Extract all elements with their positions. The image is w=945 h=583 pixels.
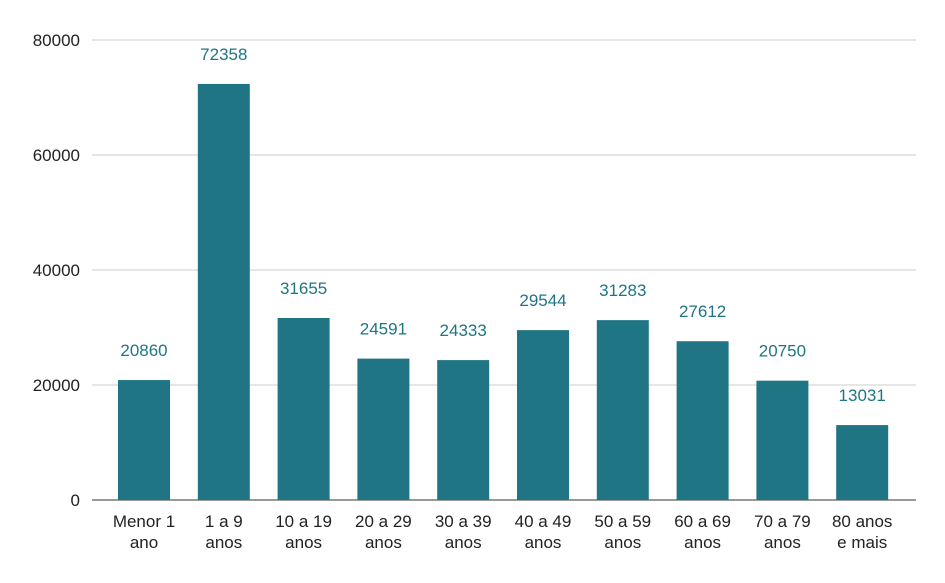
x-tick-label: 50 a 59 anos <box>594 512 651 552</box>
bar <box>197 83 250 500</box>
bar <box>517 330 569 500</box>
bar <box>756 380 809 500</box>
bar <box>357 358 410 500</box>
bar <box>836 425 889 500</box>
bar <box>437 360 490 500</box>
data-label: 27612 <box>679 302 726 321</box>
y-axis: 0 20000 40000 60000 80000 <box>33 31 80 510</box>
x-tick-label: 80 anos e mais <box>832 512 893 552</box>
data-label: 20860 <box>120 341 167 360</box>
x-tick-label: 40 a 49 anos <box>515 512 572 552</box>
data-label: 72358 <box>200 45 247 64</box>
x-tick-label: 60 a 69 anos <box>674 512 731 552</box>
y-tick-label: 60000 <box>33 146 80 165</box>
x-tick-label: 1 a 9 anos <box>205 512 243 552</box>
data-label: 24333 <box>440 321 487 340</box>
data-label: 13031 <box>839 386 886 405</box>
bars <box>118 83 889 500</box>
bar <box>596 320 649 500</box>
x-tick-label: 10 a 19 anos <box>275 512 332 552</box>
data-labels: 20860 72358 31655 24591 24333 29544 31283 27612… <box>120 45 885 405</box>
bar <box>118 380 170 500</box>
x-tick-label: 70 a 79 anos <box>754 512 811 552</box>
data-label: 29544 <box>519 291 566 310</box>
x-tick-label: 20 a 29 anos <box>355 512 412 552</box>
data-label: 31655 <box>280 279 327 298</box>
bar <box>676 341 729 500</box>
y-tick-label: 40000 <box>33 261 80 280</box>
x-tick-label: Menor 1 ano <box>113 512 175 552</box>
bar <box>277 317 330 500</box>
y-tick-label: 80000 <box>33 31 80 50</box>
data-label: 20750 <box>759 342 806 361</box>
x-tick-label: 30 a 39 anos <box>435 512 492 552</box>
x-axis: Menor 1 ano 1 a 9 anos 10 a 19 anos 20 a 29 ano… <box>113 512 893 552</box>
data-label: 24591 <box>360 320 407 339</box>
data-label: 31283 <box>599 281 646 300</box>
y-tick-label: 20000 <box>33 376 80 395</box>
y-tick-label: 0 <box>71 491 80 510</box>
